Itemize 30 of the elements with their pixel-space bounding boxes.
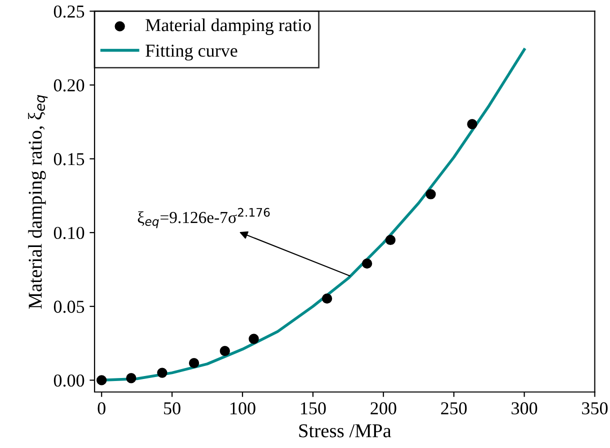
- y-tick-label: 0.25: [54, 5, 84, 18]
- x-tick-label: 250: [441, 402, 467, 414]
- y-tick-label: 0.00: [54, 374, 84, 387]
- legend-label: Material damping ratio: [146, 18, 311, 35]
- x-tick-label: 0: [98, 402, 106, 414]
- x-tick-label: 300: [512, 402, 538, 414]
- point: [467, 119, 478, 130]
- legend-label: Fitting curve: [146, 44, 238, 61]
- point: [322, 293, 332, 304]
- point: [157, 368, 168, 378]
- x-axis-title: Stress /MPa: [299, 424, 392, 438]
- y-tick-label: 0.10: [54, 226, 84, 240]
- point: [126, 373, 136, 384]
- point: [248, 334, 259, 344]
- y-tick-label: 0.20: [54, 79, 84, 92]
- y-tick-label: 0.15: [54, 153, 84, 166]
- y-tick-label: 0.05: [54, 300, 84, 313]
- point: [220, 346, 230, 356]
- annotation: ξ$_{eq}$=9.126e-7σ$^{2.176}$: [138, 208, 270, 228]
- point: [362, 258, 372, 269]
- x-tick-label: 200: [370, 402, 396, 414]
- x-tick-label: 50: [164, 402, 180, 414]
- y-axis-title: Material damping ratio, ξ$_{eq}$: [28, 94, 48, 309]
- point: [188, 358, 200, 368]
- point: [96, 375, 107, 386]
- x-tick-label: 150: [300, 402, 326, 414]
- x-tick-label: 100: [230, 402, 256, 414]
- point: [385, 234, 396, 246]
- point: [426, 189, 436, 200]
- x-tick-label: 350: [582, 402, 608, 414]
